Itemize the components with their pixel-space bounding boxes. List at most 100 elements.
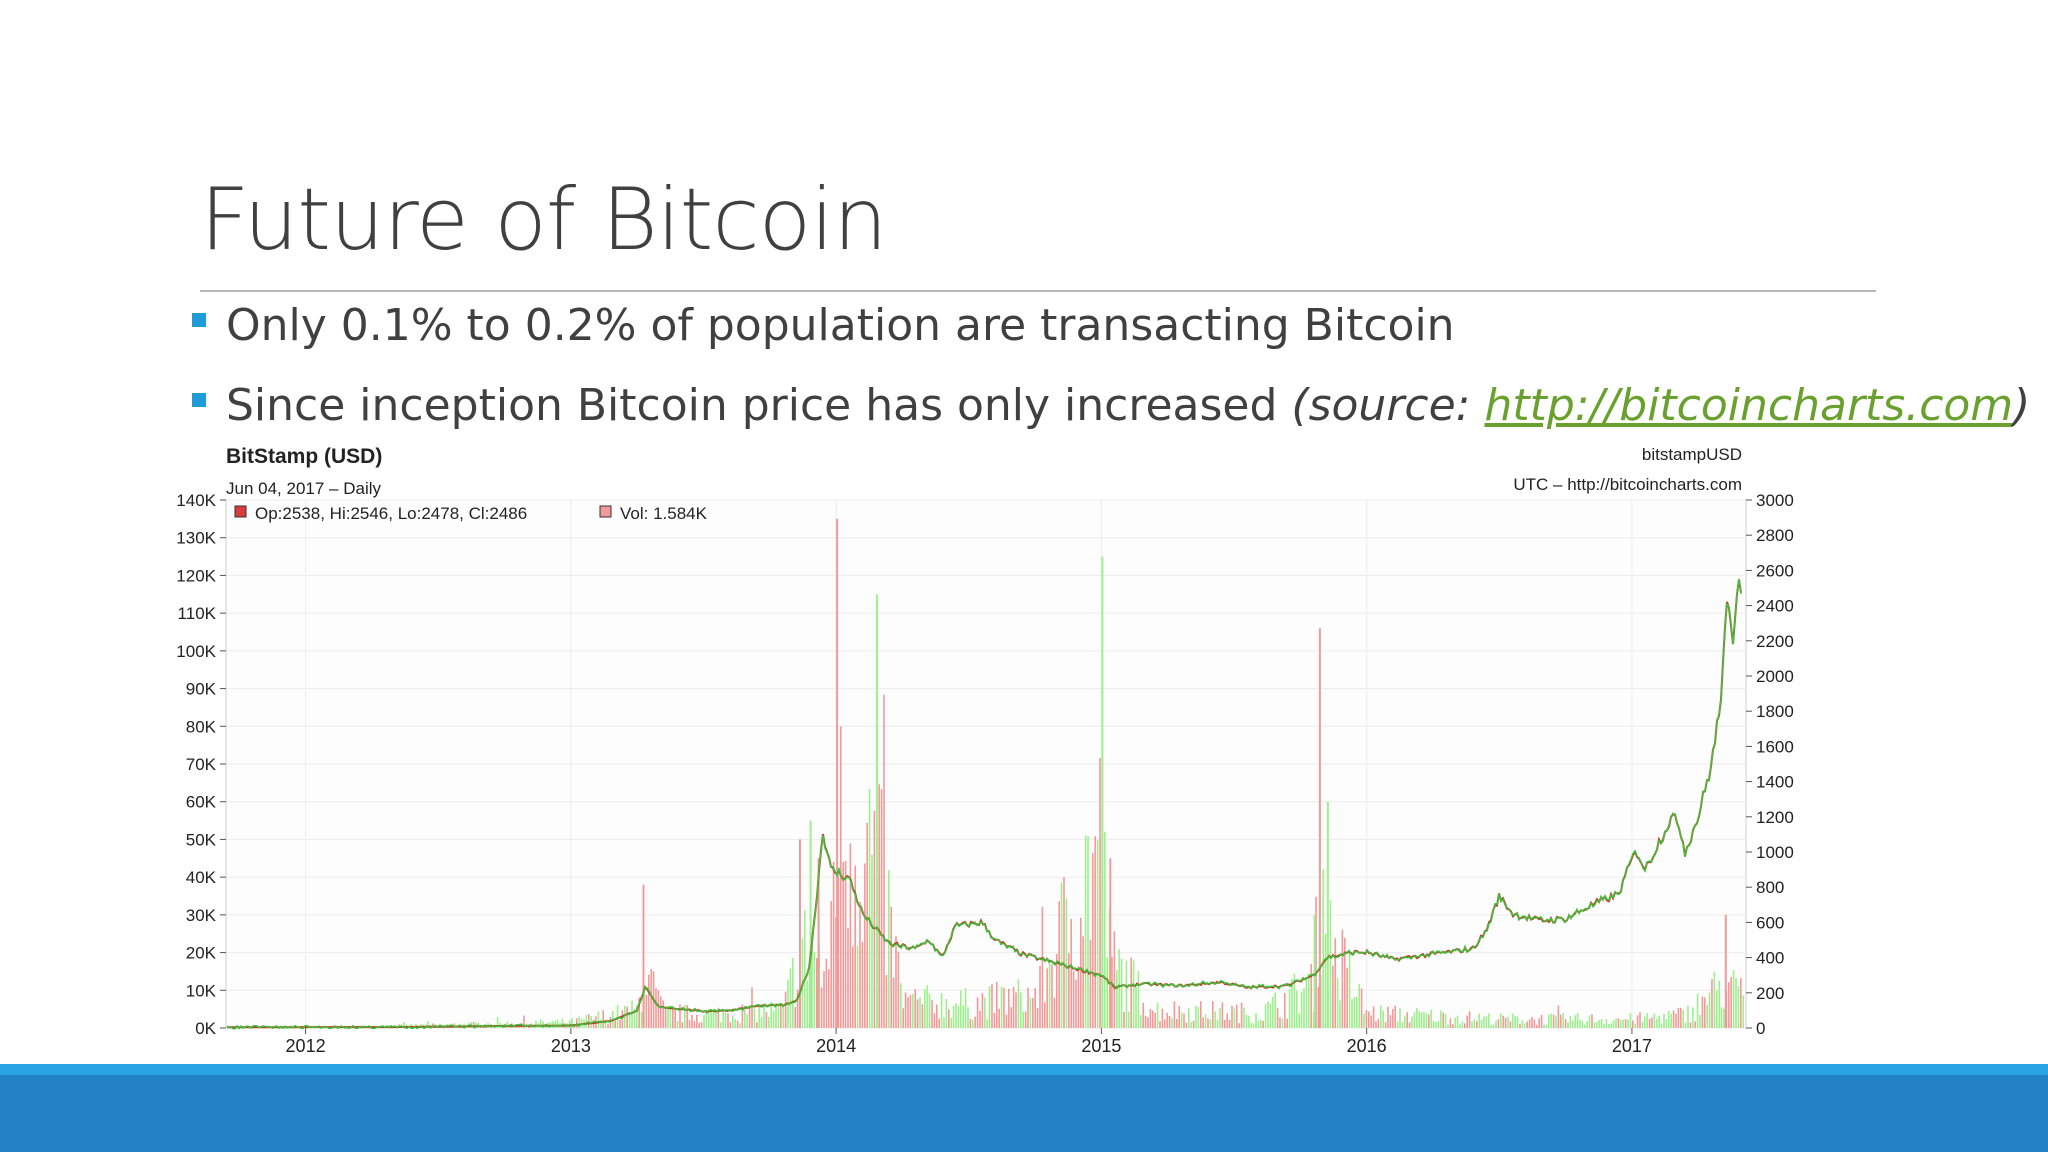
left-tick-label: 80K [186, 717, 217, 736]
volume-bar [1576, 1013, 1579, 1028]
volume-bar [758, 1005, 760, 1028]
volume-bar [1183, 1013, 1185, 1028]
volume-bar [1178, 1005, 1180, 1028]
volume-bar [1672, 1010, 1675, 1028]
volume-bar [1641, 1021, 1644, 1028]
volume-bar [1144, 1015, 1147, 1028]
volume-spike-bar [1101, 556, 1104, 1028]
volume-bar [1550, 1013, 1552, 1028]
volume-bar [1444, 1013, 1447, 1028]
volume-bar [998, 1008, 1000, 1028]
volume-bar [1468, 1011, 1471, 1028]
volume-bar [904, 992, 907, 1028]
volume-bar [1708, 992, 1711, 1028]
volume-bar [852, 946, 854, 1028]
x-tick-label: 2013 [551, 1036, 591, 1056]
volume-bar [655, 988, 657, 1028]
volume-bar [919, 997, 921, 1028]
footer-accent-stripe [0, 1064, 2048, 1075]
volume-bar [1514, 1016, 1516, 1028]
volume-bar [748, 1005, 751, 1028]
volume-bar [976, 997, 979, 1028]
footer-bar [0, 1075, 2048, 1152]
volume-bar [578, 1016, 580, 1028]
volume-bar [1713, 971, 1716, 1028]
volume-bar [782, 1004, 784, 1028]
volume-bar [948, 1009, 950, 1028]
volume-bar [1620, 1019, 1622, 1028]
right-tick-label: 2600 [1756, 561, 1794, 580]
volume-bar [1185, 1022, 1188, 1028]
volume-bar [1164, 1019, 1166, 1028]
volume-bar [1176, 1018, 1178, 1028]
volume-bar [1660, 1023, 1663, 1028]
right-tick-label: 1200 [1756, 808, 1794, 827]
volume-bar [729, 1022, 732, 1028]
right-tick-label: 2400 [1756, 597, 1794, 616]
volume-bar [504, 1026, 506, 1028]
volume-bar [1507, 1016, 1509, 1028]
volume-bar [991, 984, 993, 1028]
volume-bar [1257, 1020, 1260, 1028]
volume-bar [816, 958, 818, 1028]
volume-bar [1075, 979, 1077, 1028]
source-link[interactable]: http://bitcoincharts.com [1484, 380, 2014, 431]
volume-bar [1392, 1008, 1394, 1028]
volume-bar [900, 983, 902, 1028]
volume-bar [1048, 959, 1051, 1028]
volume-bar [859, 901, 861, 1028]
volume-bar [1490, 1025, 1492, 1028]
volume-bar [1394, 1005, 1396, 1028]
volume-bar [1044, 1002, 1046, 1028]
volume-bar [1406, 1012, 1408, 1028]
volume-bar [1135, 986, 1137, 1028]
volume-bar [866, 822, 868, 1028]
volume-bar [1130, 957, 1132, 1028]
volume-spike-bar [817, 858, 820, 1028]
volume-bar [1387, 1006, 1389, 1028]
right-tick-label: 3000 [1756, 491, 1794, 510]
volume-spike-bar [1724, 914, 1727, 1028]
right-tick-label: 0 [1756, 1019, 1765, 1038]
volume-bar [1142, 1002, 1144, 1028]
left-axis: 0K 10K 20K 30K 40K 50K 60K 70K 80K 90K 100K 110K 120… [176, 491, 226, 1038]
volume-bar [792, 957, 794, 1028]
volume-bar [1480, 1019, 1483, 1028]
volume-bar [1540, 1014, 1543, 1028]
volume-bar [1452, 1024, 1454, 1028]
volume-bar [984, 997, 986, 1028]
bitcoin-price-chart: 0K 10K 20K 30K 40K 50K 60K 70K 80K 90K 100K 110K 120… [176, 445, 1794, 1056]
volume-bar [1696, 993, 1699, 1028]
volume-bar [1353, 996, 1356, 1028]
volume-bar [1140, 1015, 1142, 1028]
volume-bar [1365, 1010, 1368, 1028]
volume-bar [1502, 1015, 1504, 1028]
volume-bar [1656, 1018, 1658, 1028]
volume-bar [710, 1012, 712, 1028]
volume-spike-bar [1313, 914, 1316, 1028]
volume-bar [741, 1004, 744, 1028]
volume-bar [1567, 1022, 1569, 1028]
volume-bar [847, 927, 849, 1028]
volume-bar [1612, 1020, 1615, 1028]
volume-bar [986, 1019, 988, 1028]
volume-bar [1497, 1019, 1500, 1028]
volume-bar [1293, 973, 1296, 1028]
volume-bar [1471, 1021, 1473, 1028]
volume-bar [1372, 1006, 1375, 1028]
volume-bar [837, 874, 840, 1028]
volume-bar [744, 1006, 746, 1028]
volume-bar [1408, 1022, 1411, 1028]
left-tick-label: 100K [176, 642, 216, 661]
gridlines [226, 499, 1746, 1029]
volume-bar [1329, 900, 1332, 1028]
volume-bar [1166, 1012, 1168, 1028]
volume-bar [1080, 917, 1082, 1028]
volume-bar [1041, 906, 1044, 1028]
volume-bar [868, 788, 871, 1028]
volume-bar [1084, 835, 1087, 1028]
volume-bars [228, 518, 1744, 1028]
volume-bar [640, 1011, 643, 1028]
volume-bar [856, 945, 859, 1028]
left-tick-label: 110K [178, 604, 217, 623]
